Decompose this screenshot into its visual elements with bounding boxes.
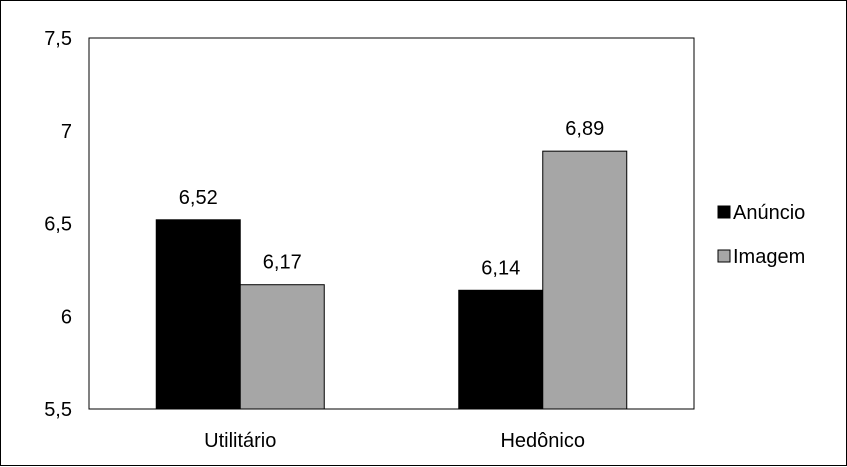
data-label: 6,17 — [263, 252, 302, 274]
data-label: 6,89 — [565, 118, 604, 140]
legend-label: Imagem — [733, 246, 805, 268]
y-tick-label: 6 — [61, 306, 72, 328]
bar-imagem-1 — [542, 150, 628, 410]
y-tick-label: 5,5 — [44, 399, 72, 421]
bar-anuncio-1 — [458, 289, 544, 410]
bar-anuncio-0 — [155, 219, 241, 410]
y-tick-label: 7 — [61, 121, 72, 143]
data-label: 6,14 — [481, 257, 520, 279]
legend-swatch — [717, 249, 731, 263]
legend-label: Anúncio — [733, 202, 805, 224]
legend-swatch — [717, 205, 731, 219]
y-tick-label: 6,5 — [44, 214, 72, 236]
bar-imagem-0 — [239, 284, 325, 410]
x-tick-label: Hedônico — [500, 430, 585, 452]
data-label: 6,52 — [179, 187, 218, 209]
x-tick-label: Utilitário — [204, 430, 276, 452]
y-tick-label: 7,5 — [44, 28, 72, 50]
